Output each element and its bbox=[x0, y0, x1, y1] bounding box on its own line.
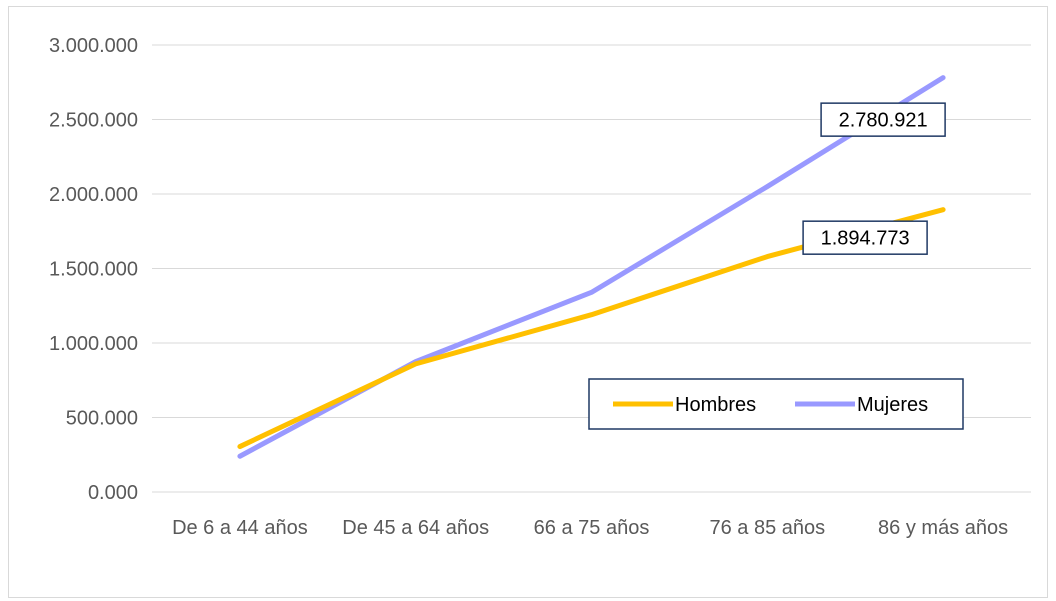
y-tick-label: 1.000.000 bbox=[49, 333, 138, 355]
data-labels: 1.894.773 2.780.921 bbox=[802, 102, 946, 255]
data-label-mujeres: 2.780.921 bbox=[839, 110, 928, 132]
x-axis-tick-labels: De 6 a 44 años De 45 a 64 años 66 a 75 año… bbox=[172, 517, 1008, 539]
x-tick-label: 66 a 75 años bbox=[534, 517, 650, 539]
data-label-box-hombres bbox=[802, 220, 928, 255]
line-chart: 0.000 500.000 1.000.000 1.500.000 2.000.000 2… bbox=[49, 35, 1031, 539]
data-label-hombres: 1.894.773 bbox=[821, 228, 910, 250]
y-tick-label: 2.500.000 bbox=[49, 110, 138, 132]
y-axis-tick-labels: 0.000 500.000 1.000.000 1.500.000 2.000.000 2… bbox=[49, 35, 138, 504]
y-tick-label: 3.000.000 bbox=[49, 35, 138, 57]
y-tick-label: 1.500.000 bbox=[49, 259, 138, 281]
x-tick-label: De 45 a 64 años bbox=[342, 517, 489, 539]
chart-frame: 0.000 500.000 1.000.000 1.500.000 2.000.000 2… bbox=[8, 6, 1048, 598]
legend-label-mujeres: Mujeres bbox=[857, 394, 928, 416]
legend: Hombres Mujeres bbox=[588, 378, 964, 430]
data-label-box-mujeres bbox=[820, 102, 946, 137]
x-tick-label: 86 y más años bbox=[878, 517, 1008, 539]
y-tick-label: 0.000 bbox=[88, 482, 138, 504]
x-tick-label: De 6 a 44 años bbox=[172, 517, 308, 539]
y-tick-label: 500.000 bbox=[66, 408, 138, 430]
x-tick-label: 76 a 85 años bbox=[709, 517, 825, 539]
legend-label-hombres: Hombres bbox=[675, 394, 756, 416]
y-tick-label: 2.000.000 bbox=[49, 184, 138, 206]
